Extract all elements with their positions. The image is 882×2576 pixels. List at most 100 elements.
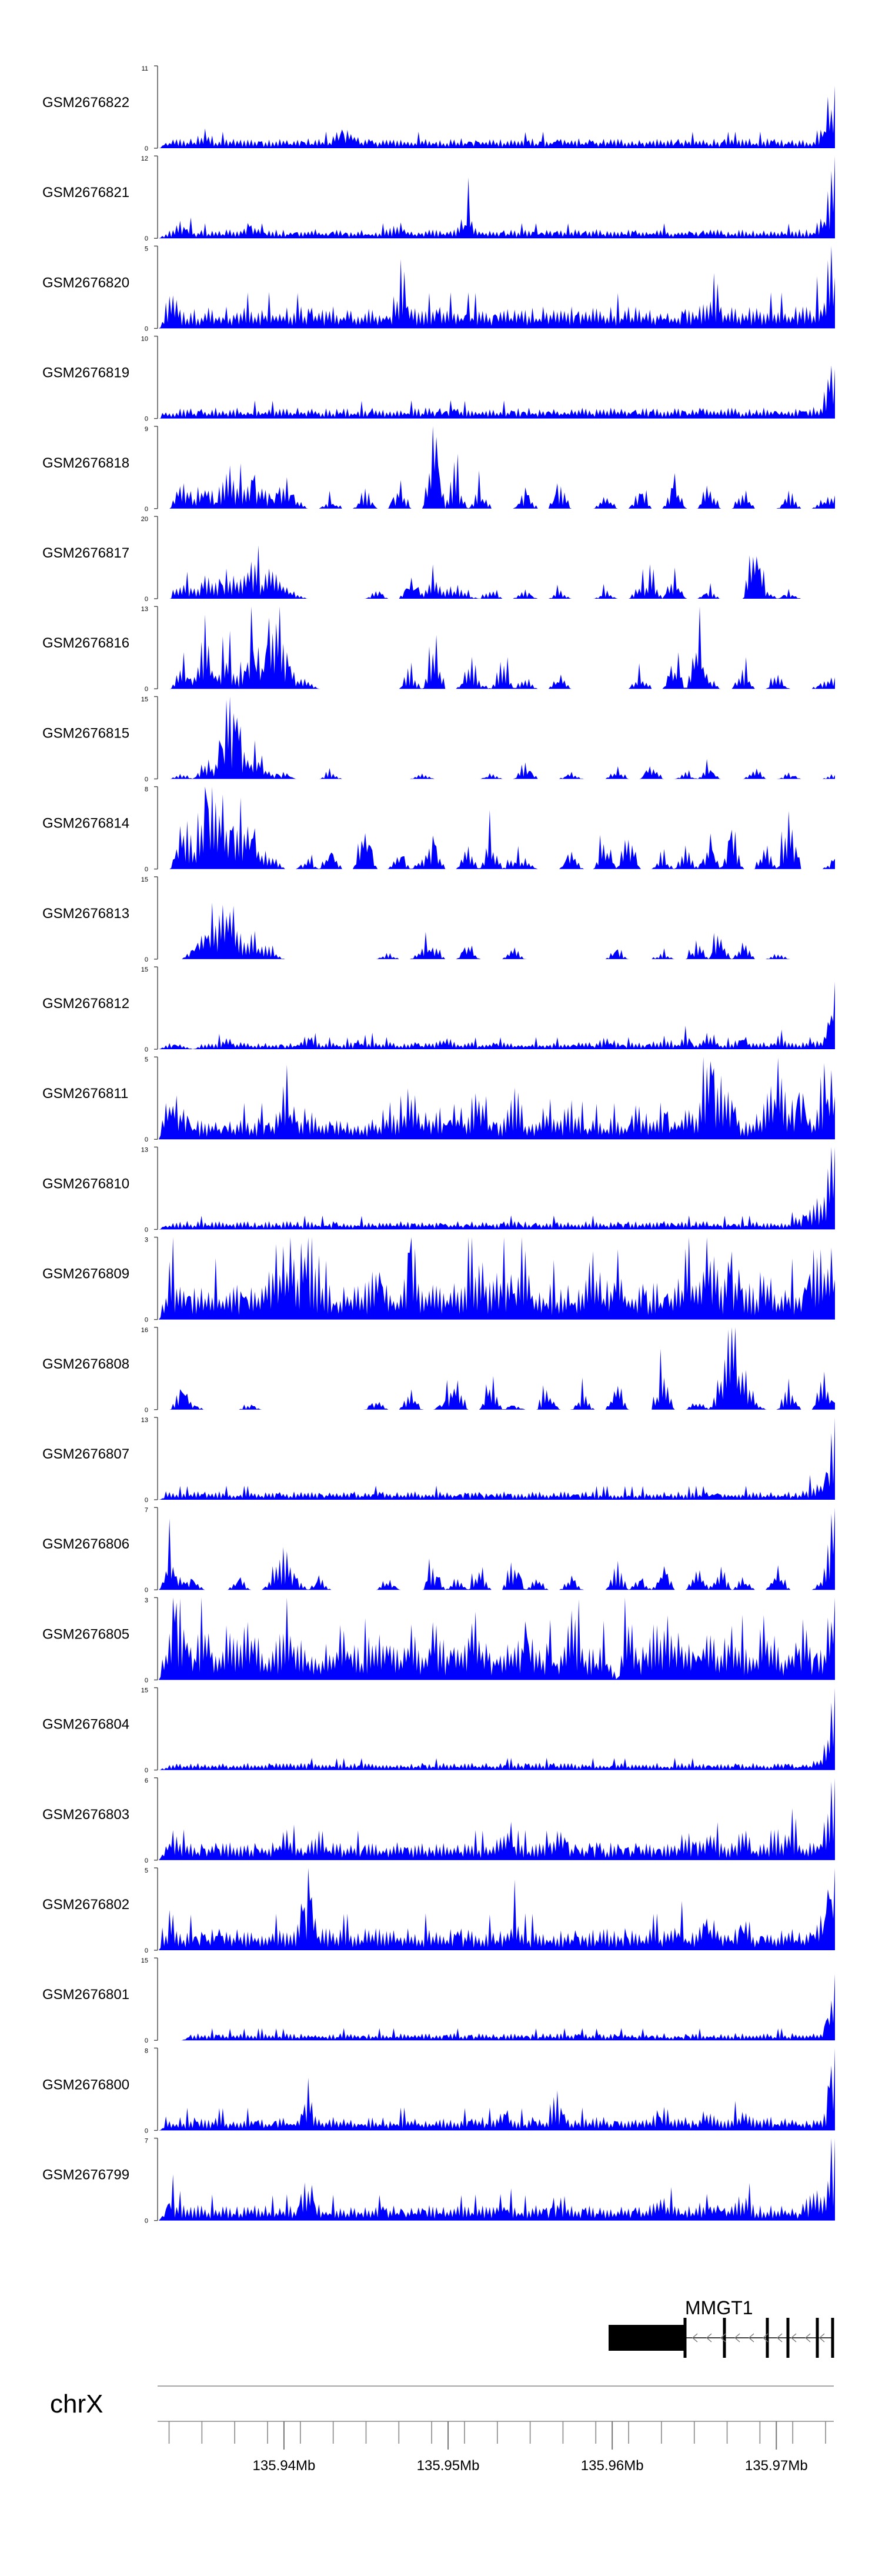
track-ymax-label: 7 (145, 1507, 148, 1514)
coverage-area (159, 545, 835, 599)
coverage-area (159, 426, 835, 509)
track-ymin-label: 0 (145, 1857, 148, 1864)
track-ymin-label: 0 (145, 2218, 148, 2225)
track-label: GSM2676818 (42, 455, 129, 471)
track-label: GSM2676810 (42, 1176, 129, 1192)
coverage-area (159, 1417, 835, 1500)
coverage-area (159, 1147, 835, 1230)
track-label: GSM2676819 (42, 365, 129, 381)
gene-exon (831, 2318, 834, 2358)
coverage-area (159, 1868, 835, 1950)
coverage-area (159, 1777, 835, 1860)
track-ymax-label: 3 (145, 1597, 148, 1604)
strand-arrow (706, 2333, 712, 2343)
strand-arrow (691, 2333, 698, 2343)
track-label: GSM2676813 (42, 906, 129, 922)
track-ymin-label: 0 (145, 1587, 148, 1594)
track-ymax-label: 11 (142, 65, 148, 72)
track-label: GSM2676815 (42, 725, 129, 741)
track-ymax-label: 3 (145, 1237, 148, 1244)
track-label: GSM2676808 (42, 1356, 129, 1372)
coverage-area (159, 982, 835, 1049)
track-label: GSM2676800 (42, 2077, 129, 2093)
strand-arrow (748, 2333, 754, 2343)
track-ymax-label: 9 (145, 426, 148, 433)
track-ymax-label: 10 (141, 336, 148, 343)
coverage-area (159, 1507, 835, 1590)
track-ymin-label: 0 (145, 1947, 148, 1954)
track-label: GSM2676802 (42, 1897, 129, 1913)
track-label: GSM2676822 (42, 95, 129, 111)
track-ymax-label: 15 (141, 1687, 148, 1694)
coverage-area (159, 1974, 835, 2041)
coverage-area (159, 365, 835, 419)
track-label: GSM2676806 (42, 1536, 129, 1552)
coverage-area (159, 1327, 835, 1410)
track-ymax-label: 15 (141, 1957, 148, 1964)
track-ymin-label: 0 (145, 1046, 148, 1053)
strand-arrow (762, 2333, 769, 2343)
coverage-area (159, 2048, 835, 2131)
track-label: GSM2676816 (42, 635, 129, 651)
track-ymin-label: 0 (145, 506, 148, 513)
track-ymin-label: 0 (145, 1677, 148, 1684)
coverage-area (159, 902, 835, 959)
gene-exon (816, 2318, 819, 2358)
track-ymin-label: 0 (145, 2037, 148, 2044)
coverage-area (159, 1597, 835, 1680)
track-ymin-label: 0 (145, 956, 148, 963)
track-ymax-label: 15 (141, 966, 148, 973)
track-label: GSM2676803 (42, 1807, 129, 1823)
track-ymax-label: 20 (141, 516, 148, 523)
track-ymin-label: 0 (145, 235, 148, 242)
track-label: GSM2676807 (42, 1446, 129, 1462)
gene-exon (766, 2318, 769, 2358)
coverage-area (159, 156, 835, 239)
track-label: GSM2676799 (42, 2167, 129, 2183)
track-ymin-label: 0 (145, 1767, 148, 1774)
strand-arrow (818, 2333, 825, 2343)
track-label: GSM2676817 (42, 545, 129, 561)
axis-tick-label: 135.97Mb (745, 2458, 808, 2474)
coverage-area (159, 85, 835, 148)
track-ymin-label: 0 (145, 2127, 148, 2134)
track-ymax-label: 6 (145, 1777, 148, 1784)
track-ymax-label: 5 (145, 1867, 148, 1874)
axis-tick-label: 135.94Mb (253, 2458, 316, 2474)
coverage-area (159, 1687, 835, 1770)
track-label: GSM2676811 (42, 1086, 128, 1102)
track-label: GSM2676805 (42, 1626, 129, 1642)
track-ymin-label: 0 (145, 866, 148, 873)
track-ymax-label: 13 (141, 1146, 148, 1153)
coverage-area (159, 246, 835, 329)
track-ymin-label: 0 (145, 1407, 148, 1414)
track-label: GSM2676812 (42, 996, 129, 1012)
track-ymax-label: 7 (145, 2138, 148, 2145)
track-label: GSM2676820 (42, 275, 129, 291)
track-ymin-label: 0 (145, 596, 148, 603)
chromosome-label: chrX (50, 2390, 103, 2418)
track-label: GSM2676814 (42, 816, 129, 832)
track-label: GSM2676809 (42, 1266, 129, 1282)
gene-label: MMGT1 (685, 2297, 753, 2318)
coverage-area (159, 1237, 835, 1320)
track-ymin-label: 0 (145, 416, 148, 423)
track-ymax-label: 13 (141, 606, 148, 613)
track-ymax-label: 8 (145, 786, 148, 793)
coverage-area (159, 606, 835, 689)
strand-arrow (720, 2333, 726, 2343)
track-ymin-label: 0 (145, 1226, 148, 1233)
track-ymax-label: 16 (141, 1327, 148, 1334)
coverage-area (159, 1057, 835, 1140)
track-label: GSM2676804 (42, 1717, 129, 1733)
axis-tick-label: 135.95Mb (417, 2458, 480, 2474)
track-label: GSM2676801 (42, 1987, 129, 2003)
axis-tick-label: 135.96Mb (581, 2458, 644, 2474)
gene-exon (786, 2318, 790, 2358)
track-ymin-label: 0 (145, 1317, 148, 1324)
gene-exon (683, 2318, 687, 2358)
track-ymin-label: 0 (145, 686, 148, 693)
coverage-area (159, 2138, 835, 2221)
track-ymin-label: 0 (145, 1497, 148, 1504)
